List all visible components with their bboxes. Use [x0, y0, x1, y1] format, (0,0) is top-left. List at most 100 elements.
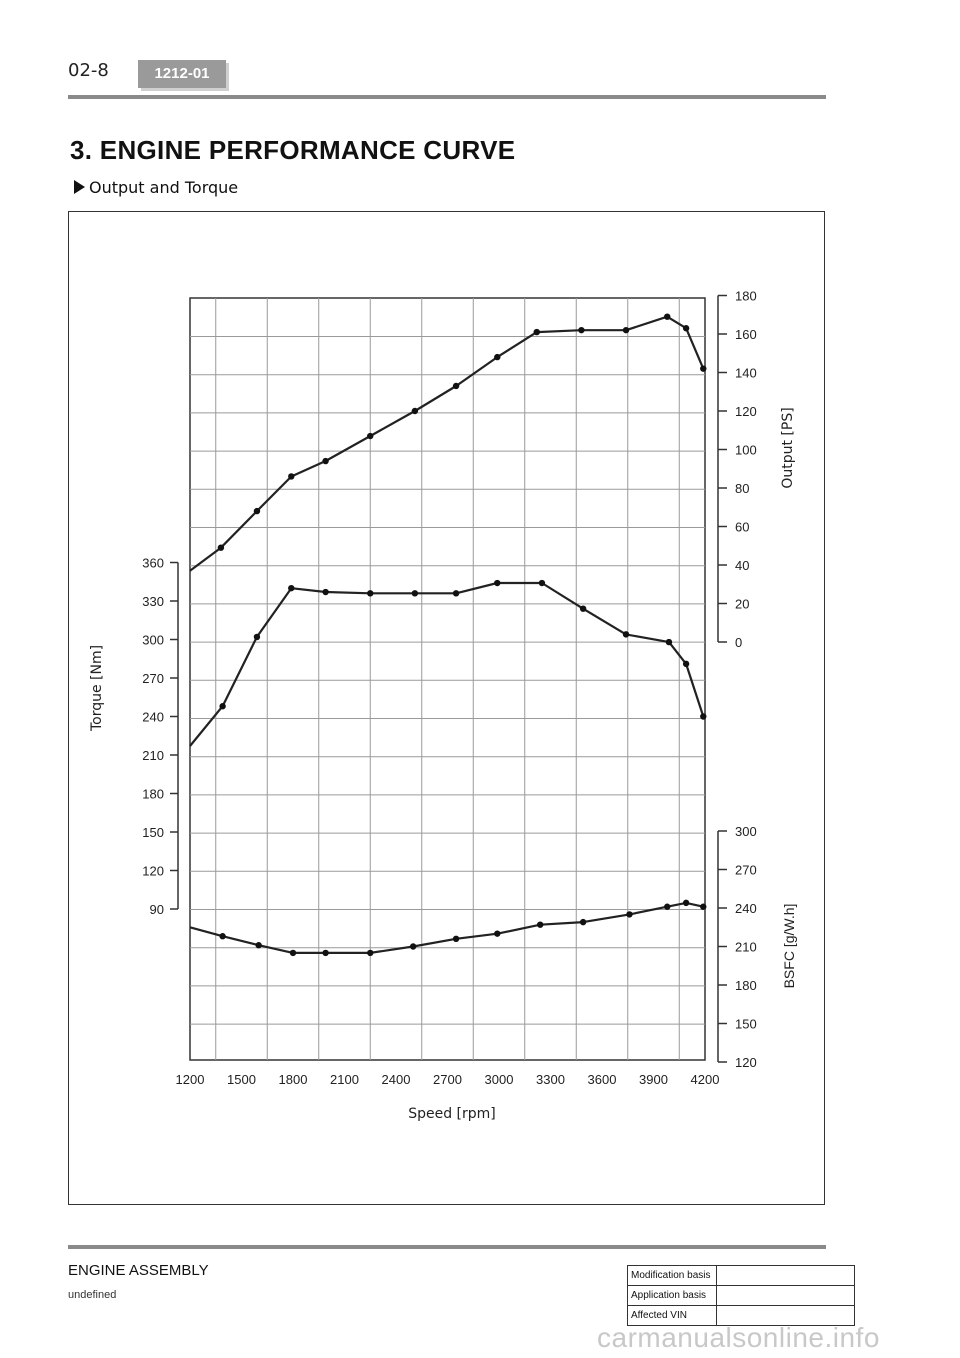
output-axis-label: Output [PS]: [780, 407, 796, 488]
torque-tick-label: 240: [142, 710, 164, 725]
torque-tick-label: 210: [142, 748, 164, 763]
output-data-point: [367, 432, 374, 440]
application-basis-label: Application basis: [627, 1285, 717, 1306]
torque-data-point: [288, 584, 295, 592]
output-data-point: [322, 457, 329, 465]
bsfc-data-point: [537, 921, 544, 928]
torque-data-point: [538, 579, 546, 587]
bsfc-data-point: [409, 943, 417, 950]
bsfc-tick-label: 120: [735, 1055, 757, 1070]
output-data-point: [700, 365, 707, 372]
torque-data-point: [682, 660, 690, 668]
bsfc-data-point: [626, 911, 633, 918]
bsfc-tick-label: 240: [735, 901, 757, 916]
output-tick-label: 100: [735, 443, 757, 458]
modification-basis-value: [716, 1265, 855, 1286]
x-tick-label: 2700: [433, 1072, 462, 1087]
torque-tick-label: 150: [142, 825, 164, 840]
bsfc-data-point: [494, 930, 501, 937]
bsfc-data-point: [682, 899, 690, 907]
output-tick-label: 60: [735, 520, 749, 535]
torque-data-point: [622, 631, 630, 638]
page-number: 02-8: [68, 60, 109, 81]
watermark: carmanualsonline.info: [597, 1322, 880, 1353]
bsfc-data-point: [700, 903, 707, 910]
output-data-point: [578, 326, 585, 334]
output-data-point: [452, 382, 460, 390]
application-basis-value: [716, 1285, 855, 1306]
bsfc-tick-label: 150: [735, 1017, 757, 1032]
torque-axis-label: Torque [Nm]: [89, 645, 105, 732]
revision-info-table: Modification basis Application basis Aff…: [627, 1265, 855, 1326]
bsfc-tick-label: 270: [735, 863, 757, 878]
torque-data-point: [452, 590, 460, 597]
table-row: Modification basis: [627, 1265, 855, 1286]
output-tick-label: 0: [735, 635, 742, 650]
x-tick-label: 1800: [279, 1072, 308, 1087]
x-tick-label: 3000: [485, 1072, 514, 1087]
bsfc-tick-label: 300: [735, 824, 757, 839]
torque-tick-label: 330: [142, 594, 164, 609]
torque-data-point: [700, 713, 707, 720]
output-tick-label: 40: [735, 558, 749, 573]
output-data-point: [664, 313, 671, 320]
torque-tick-label: 120: [142, 864, 164, 879]
torque-data-point: [494, 579, 501, 587]
x-tick-label: 2100: [330, 1072, 359, 1087]
triangle-bullet-icon: [74, 180, 85, 194]
output-data-point: [622, 326, 630, 334]
output-data-point: [411, 407, 419, 415]
plot-area: [189, 297, 706, 1061]
torque-data-point: [411, 590, 419, 597]
x-tick-label: 1500: [227, 1072, 256, 1087]
x-tick-label: 2400: [382, 1072, 411, 1087]
bsfc-data-point: [289, 949, 297, 957]
output-data-point: [288, 473, 295, 480]
torque-data-point: [367, 590, 374, 597]
affected-vin-value: [716, 1305, 855, 1326]
bsfc-data-point: [452, 935, 460, 942]
torque-tick-label: 270: [142, 671, 164, 686]
x-tick-label: 1200: [176, 1072, 205, 1087]
output-data-point: [682, 325, 690, 332]
chart-frame: [68, 211, 825, 1205]
torque-tick-label: 360: [142, 556, 164, 571]
x-tick-label: 3600: [588, 1072, 617, 1087]
output-data-point: [533, 328, 540, 336]
x-tick-label: 3900: [639, 1072, 668, 1087]
output-data-point: [253, 507, 261, 515]
torque-tick-label: 300: [142, 633, 164, 648]
output-tick-label: 20: [735, 597, 749, 612]
output-data-point: [494, 353, 501, 361]
modification-basis-label: Modification basis: [627, 1265, 717, 1286]
bsfc-data-point: [255, 942, 262, 949]
output-tick-label: 80: [735, 481, 749, 496]
bsfc-data-point: [664, 903, 671, 910]
torque-data-point: [579, 605, 587, 612]
output-tick-label: 140: [735, 366, 757, 381]
section-title: 3. ENGINE PERFORMANCE CURVE: [70, 135, 516, 165]
footer-subtitle: undefined: [68, 1289, 117, 1301]
x-axis-label: Speed [rpm]: [408, 1106, 496, 1122]
bsfc-tick-label: 210: [735, 940, 757, 955]
header-divider: [68, 95, 826, 99]
bsfc-data-point: [322, 949, 329, 957]
output-tick-label: 180: [735, 289, 757, 304]
output-tick-label: 160: [735, 327, 757, 342]
bsfc-data-point: [367, 949, 374, 957]
subtitle: Output and Torque: [74, 178, 238, 197]
footer-title: ENGINE ASSEMBLY: [68, 1262, 209, 1279]
torque-data-point: [253, 633, 261, 641]
subtitle-text: Output and Torque: [89, 178, 239, 197]
bsfc-axis-label: BSFC [g/W.h]: [781, 904, 797, 989]
section-code-badge: 1212-01: [138, 60, 226, 88]
torque-tick-label: 180: [142, 787, 164, 802]
torque-data-point: [665, 638, 673, 646]
bsfc-tick-label: 180: [735, 978, 757, 993]
bsfc-data-point: [219, 933, 226, 940]
table-row: Affected VIN: [627, 1305, 855, 1326]
bsfc-data-point: [579, 918, 587, 926]
torque-data-point: [219, 703, 226, 710]
torque-tick-label: 90: [150, 902, 164, 917]
